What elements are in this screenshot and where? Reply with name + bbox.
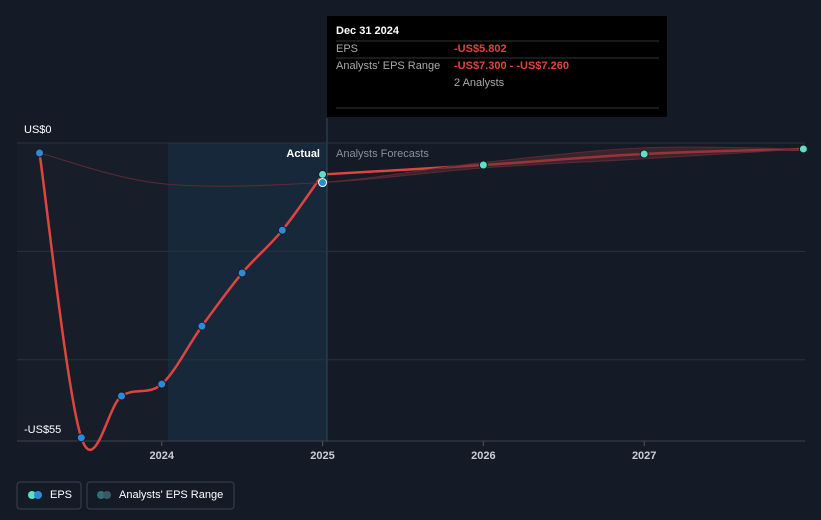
eps-point (277, 225, 287, 235)
actual-label: Actual (286, 148, 320, 160)
eps-point (117, 391, 127, 401)
legend-swatch (103, 491, 111, 499)
tooltip-value: 2 Analysts (454, 77, 505, 89)
legend-swatch (97, 491, 105, 499)
legend-label: EPS (50, 489, 72, 501)
tooltip-value: -US$7.300 - -US$7.260 (454, 60, 569, 72)
tooltip-key: Analysts' EPS Range (336, 60, 440, 72)
past-shade (17, 143, 168, 441)
y-tick-label: -US$55 (24, 424, 61, 436)
y-tick-label: US$0 (24, 124, 52, 136)
tooltip-value: -US$5.802 (454, 43, 507, 55)
legend-item[interactable] (16, 481, 82, 510)
x-tick-label: 2026 (471, 450, 495, 462)
last-year-shade (168, 143, 327, 441)
tooltip-key: EPS (336, 43, 358, 55)
legend-swatch (34, 491, 42, 499)
eps-point (197, 321, 207, 331)
eps-point (35, 148, 45, 158)
x-tick-label: 2025 (310, 450, 334, 462)
eps-point (157, 379, 167, 389)
eps-point (318, 169, 328, 179)
eps-point (478, 160, 488, 170)
forecast-label: Analysts Forecasts (336, 148, 429, 160)
eps-point (237, 268, 247, 278)
tooltip-date: Dec 31 2024 (336, 25, 400, 37)
x-tick-label: 2027 (632, 450, 656, 462)
plot: US$0 -US$55 2024 2025 2026 2027 (17, 124, 808, 462)
legend-label: Analysts' EPS Range (119, 489, 223, 501)
legend-item[interactable] (86, 481, 235, 510)
x-tick-label: 2024 (149, 450, 174, 462)
eps-point (639, 149, 649, 159)
legend-swatch (28, 491, 36, 499)
eps-point (76, 433, 86, 443)
eps-point (798, 144, 808, 154)
range-point (318, 178, 328, 188)
tooltip (327, 16, 667, 117)
